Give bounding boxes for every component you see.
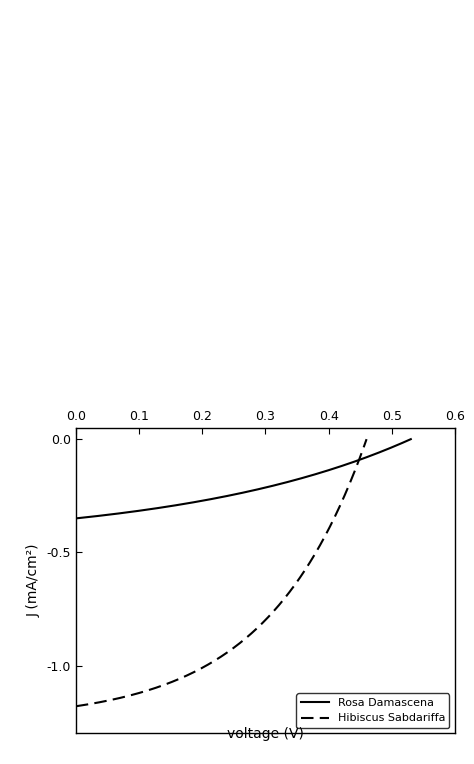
Hibiscus Sabdariffa [300,569,305,578]
Y-axis label: J (mA/cm²): J (mA/cm²) [27,544,41,617]
Hibiscus Sabdariffa [305,562,310,571]
Text: voltage (V): voltage (V) [227,727,304,741]
Rosa Damascena [408,435,414,444]
Rosa Damascena [340,461,346,470]
Hibiscus Sabdariffa [103,697,109,706]
Rosa Damascena [220,492,226,501]
Rosa Damascena [73,514,79,523]
Rosa Damascena [334,463,340,472]
Rosa Damascena [107,510,113,519]
Hibiscus Sabdariffa [201,662,207,672]
Legend: Rosa Damascena, Hibiscus Sabdariffa: Rosa Damascena, Hibiscus Sabdariffa [296,694,449,728]
Rosa Damascena [209,494,214,503]
Hibiscus Sabdariffa [73,701,79,711]
Rosa Damascena [303,472,309,481]
Hibiscus Sabdariffa [364,435,369,444]
Line: Rosa Damascena: Rosa Damascena [76,439,411,519]
Line: Hibiscus Sabdariffa: Hibiscus Sabdariffa [76,439,366,706]
Hibiscus Sabdariffa [191,668,196,677]
Hibiscus Sabdariffa [273,604,278,613]
